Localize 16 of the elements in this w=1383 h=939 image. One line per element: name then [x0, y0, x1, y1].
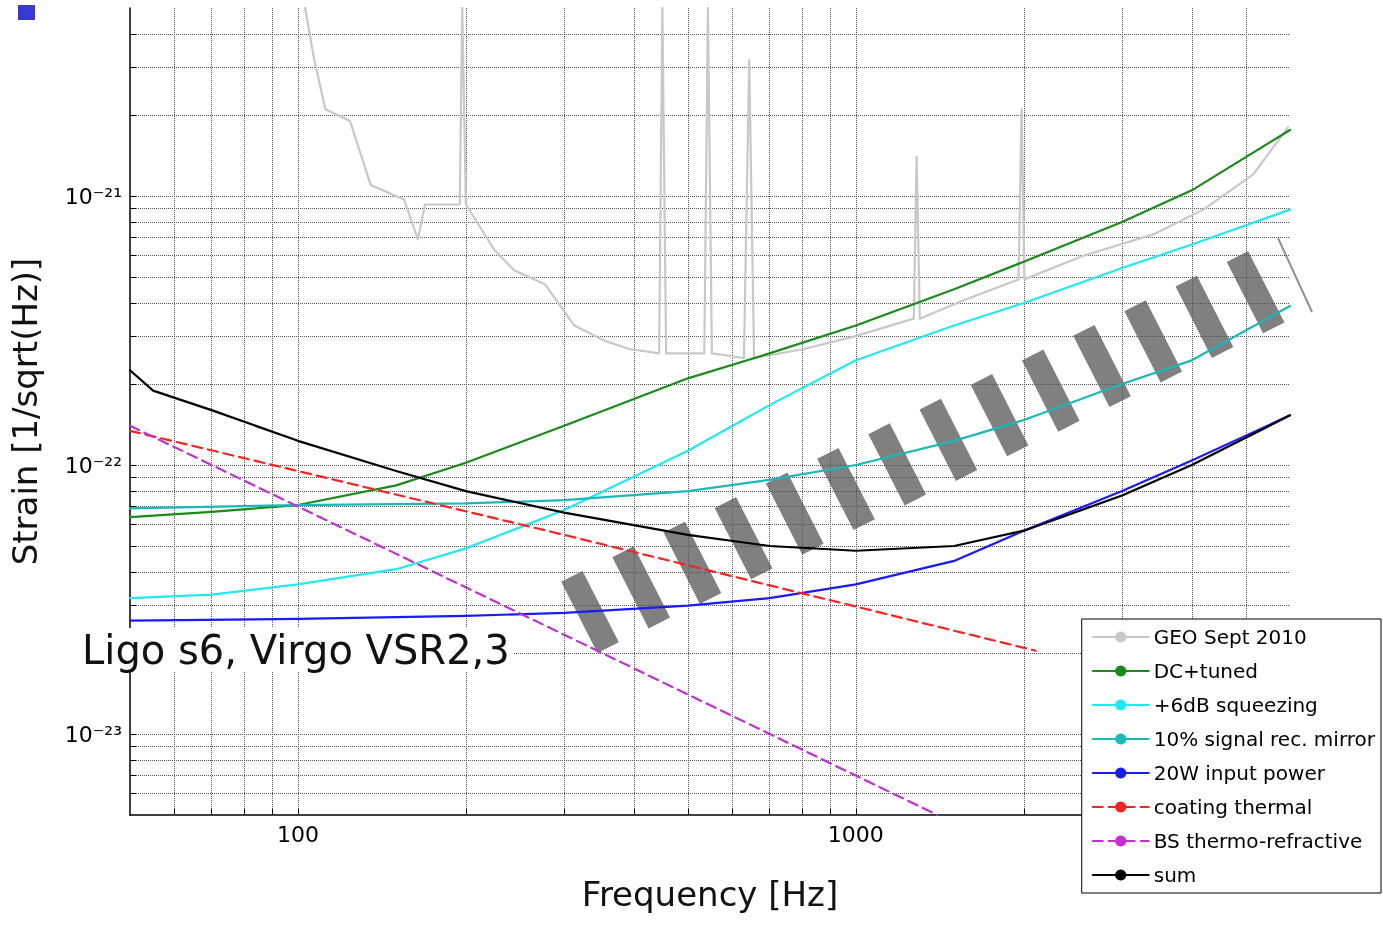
y-tick-label: 10⁻²³ — [64, 721, 122, 747]
y-axis-title: Strain [1/sqrt(Hz)] — [5, 257, 45, 566]
legend-label: +6dB squeezing — [1153, 693, 1318, 717]
x-axis-title: Frequency [Hz] — [581, 874, 839, 914]
annotation: Ligo s6, Virgo VSR2,3 — [82, 627, 510, 673]
y-tick-label: 10⁻²¹ — [64, 183, 122, 209]
legend-label: coating thermal — [1153, 795, 1313, 819]
legend-label: DC+tuned — [1153, 659, 1259, 683]
x-tick-label: 100 — [276, 821, 319, 847]
legend-label: GEO Sept 2010 — [1153, 625, 1307, 649]
legend-label: BS thermo-refractive — [1153, 829, 1363, 853]
x-tick-label: 1000 — [827, 821, 884, 847]
y-tick-label: 10⁻²² — [64, 452, 122, 478]
legend-label: sum — [1153, 863, 1197, 887]
legend-label: 20W input power — [1153, 761, 1326, 785]
legend-label: 10% signal rec. mirror — [1153, 727, 1376, 751]
